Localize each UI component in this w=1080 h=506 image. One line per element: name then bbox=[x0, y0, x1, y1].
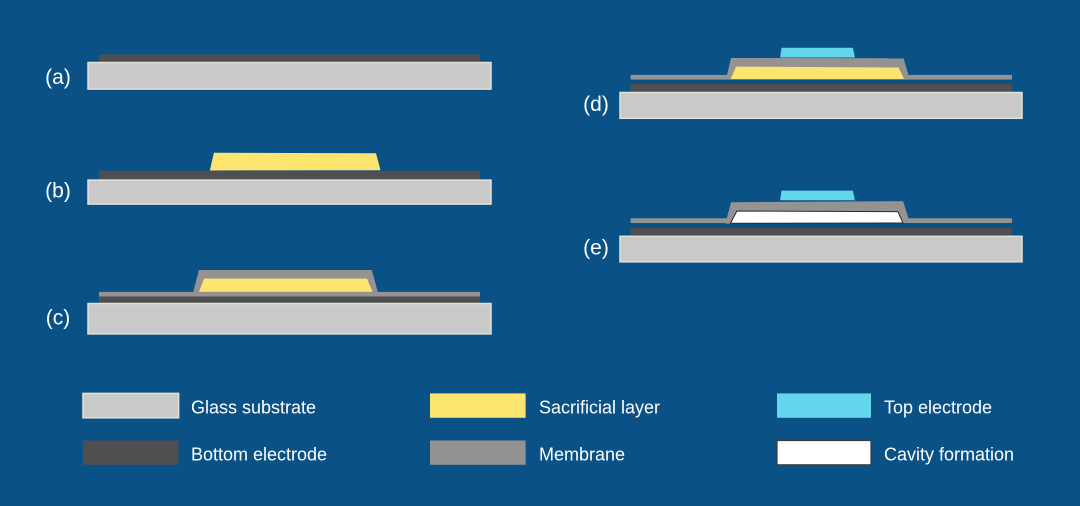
svg-text:(c): (c) bbox=[46, 307, 71, 330]
svg-text:(e): (e) bbox=[583, 237, 609, 260]
svg-text:(a): (a) bbox=[45, 66, 71, 89]
svg-text:Membrane: Membrane bbox=[539, 445, 625, 465]
svg-text:Top electrode: Top electrode bbox=[884, 398, 992, 418]
svg-text:Cavity formation: Cavity formation bbox=[884, 445, 1014, 465]
svg-text:Sacrificial layer: Sacrificial layer bbox=[539, 398, 660, 418]
svg-text:(b): (b) bbox=[45, 180, 71, 203]
svg-text:Bottom electrode: Bottom electrode bbox=[191, 445, 327, 465]
svg-text:Glass substrate: Glass substrate bbox=[191, 398, 316, 418]
svg-text:(d): (d) bbox=[583, 93, 609, 116]
